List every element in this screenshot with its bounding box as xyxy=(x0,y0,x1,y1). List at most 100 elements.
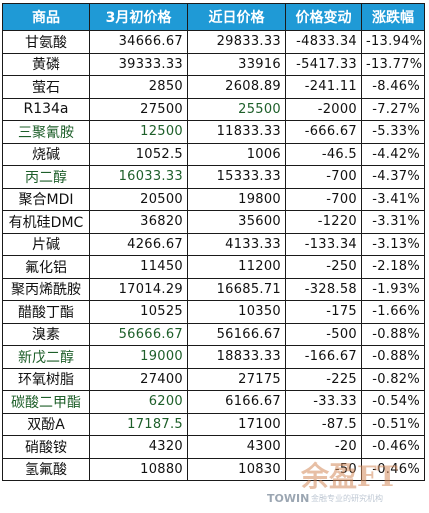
recent-price-cell: 29833.33 xyxy=(187,30,286,54)
commodity-name-cell: 聚丙烯酰胺 xyxy=(2,277,90,301)
price-change-cell: -1220 xyxy=(285,210,362,234)
price-change-cell: -700 xyxy=(285,165,362,189)
table-row: 烧碱 1052.5 1006 -46.5 -4.42% xyxy=(2,142,425,166)
commodity-name-cell: 环氧树脂 xyxy=(2,367,90,391)
change-pct-cell: -7.27% xyxy=(361,97,425,121)
commodity-name-cell: 聚合MDI xyxy=(2,187,90,211)
watermark-brand: TOWIN xyxy=(267,492,310,505)
price-change-cell: -20 xyxy=(285,435,362,459)
recent-price-cell: 6166.67 xyxy=(187,390,286,414)
price-change-cell: -5417.33 xyxy=(285,52,362,76)
recent-price-cell: 17100 xyxy=(187,412,286,436)
recent-price-cell: 25500 xyxy=(187,97,286,121)
start-price-cell: 4266.67 xyxy=(89,232,188,256)
change-pct-cell: -3.31% xyxy=(361,210,425,234)
change-pct-cell: -3.41% xyxy=(361,187,425,211)
start-price-cell: 36820 xyxy=(89,210,188,234)
price-change-cell: -175 xyxy=(285,300,362,324)
price-change-cell: -500 xyxy=(285,322,362,346)
commodity-name-cell: 甘氨酸 xyxy=(2,30,90,54)
start-price-cell: 39333.33 xyxy=(89,52,188,76)
commodity-name-cell: 醋酸丁酯 xyxy=(2,300,90,324)
recent-price-cell: 27175 xyxy=(187,367,286,391)
price-change-cell: -133.34 xyxy=(285,232,362,256)
commodity-name-cell: 碳酸二甲酯 xyxy=(2,390,90,414)
header-change-pct: 涨跌幅 xyxy=(361,3,425,31)
commodity-name-cell: 黄磷 xyxy=(2,52,90,76)
commodity-name-cell: 双酚A xyxy=(2,412,90,436)
table-header-row: 商品 3月初价格 近日价格 价格变动 涨跌幅 xyxy=(2,3,425,31)
price-change-cell: -700 xyxy=(285,187,362,211)
change-pct-cell: -0.51% xyxy=(361,412,425,436)
commodity-name-cell: 硝酸铵 xyxy=(2,435,90,459)
commodity-name-cell: 有机硅DMC xyxy=(2,210,90,234)
recent-price-cell: 15333.33 xyxy=(187,165,286,189)
change-pct-cell: -0.46% xyxy=(361,457,425,481)
commodity-name-cell: 氟化铝 xyxy=(2,255,90,279)
price-change-cell: -666.67 xyxy=(285,120,362,144)
price-change-cell: -328.58 xyxy=(285,277,362,301)
table-row: 片碱 4266.67 4133.33 -133.34 -3.13% xyxy=(2,232,425,256)
price-change-cell: -87.5 xyxy=(285,412,362,436)
table-row: 新戊二醇 19000 18833.33 -166.67 -0.88% xyxy=(2,345,425,369)
commodity-name-cell: 三聚氰胺 xyxy=(2,120,90,144)
start-price-cell: 10525 xyxy=(89,300,188,324)
table-row: 醋酸丁酯 10525 10350 -175 -1.66% xyxy=(2,300,425,324)
change-pct-cell: -3.13% xyxy=(361,232,425,256)
start-price-cell: 6200 xyxy=(89,390,188,414)
table-row: 碳酸二甲酯 6200 6166.67 -33.33 -0.54% xyxy=(2,390,425,414)
start-price-cell: 17187.5 xyxy=(89,412,188,436)
header-commodity: 商品 xyxy=(2,3,90,31)
commodity-name-cell: R134a xyxy=(2,97,90,121)
price-change-cell: -46.5 xyxy=(285,142,362,166)
commodity-name-cell: 新戊二醇 xyxy=(2,345,90,369)
recent-price-cell: 1006 xyxy=(187,142,286,166)
price-change-cell: -4833.34 xyxy=(285,30,362,54)
table-row: 甘氨酸 34666.67 29833.33 -4833.34 -13.94% xyxy=(2,30,425,54)
change-pct-cell: -8.46% xyxy=(361,75,425,99)
price-change-cell: -241.11 xyxy=(285,75,362,99)
start-price-cell: 2850 xyxy=(89,75,188,99)
commodity-name-cell: 烧碱 xyxy=(2,142,90,166)
price-change-cell: -250 xyxy=(285,255,362,279)
change-pct-cell: -13.94% xyxy=(361,30,425,54)
recent-price-cell: 2608.89 xyxy=(187,75,286,99)
recent-price-cell: 11833.33 xyxy=(187,120,286,144)
header-start-price: 3月初价格 xyxy=(89,3,188,31)
change-pct-cell: -0.46% xyxy=(361,435,425,459)
start-price-cell: 4320 xyxy=(89,435,188,459)
start-price-cell: 16033.33 xyxy=(89,165,188,189)
start-price-cell: 27500 xyxy=(89,97,188,121)
header-recent-price: 近日价格 xyxy=(187,3,286,31)
start-price-cell: 27400 xyxy=(89,367,188,391)
price-change-cell: -225 xyxy=(285,367,362,391)
change-pct-cell: -0.54% xyxy=(361,390,425,414)
commodity-name-cell: 丙二醇 xyxy=(2,165,90,189)
commodity-name-cell: 氢氟酸 xyxy=(2,457,90,481)
commodity-name-cell: 萤石 xyxy=(2,75,90,99)
price-change-cell: -33.33 xyxy=(285,390,362,414)
table-row: 硝酸铵 4320 4300 -20 -0.46% xyxy=(2,435,425,459)
table-row: 环氧树脂 27400 27175 -225 -0.82% xyxy=(2,367,425,391)
table-row: 聚合MDI 20500 19800 -700 -3.41% xyxy=(2,187,425,211)
recent-price-cell: 11200 xyxy=(187,255,286,279)
start-price-cell: 10880 xyxy=(89,457,188,481)
price-change-cell: -2000 xyxy=(285,97,362,121)
change-pct-cell: -4.37% xyxy=(361,165,425,189)
recent-price-cell: 4300 xyxy=(187,435,286,459)
recent-price-cell: 56166.67 xyxy=(187,322,286,346)
change-pct-cell: -1.93% xyxy=(361,277,425,301)
recent-price-cell: 35600 xyxy=(187,210,286,234)
table-row: R134a 27500 25500 -2000 -7.27% xyxy=(2,97,425,121)
recent-price-cell: 4133.33 xyxy=(187,232,286,256)
change-pct-cell: -0.88% xyxy=(361,345,425,369)
table-row: 氢氟酸 10880 10830 -50 -0.46% xyxy=(2,457,425,481)
price-table: 商品 3月初价格 近日价格 价格变动 涨跌幅 甘氨酸 34666.67 29833.… xyxy=(2,3,425,481)
table-row: 三聚氰胺 12500 11833.33 -666.67 -5.33% xyxy=(2,120,425,144)
start-price-cell: 11450 xyxy=(89,255,188,279)
change-pct-cell: -0.88% xyxy=(361,322,425,346)
commodity-name-cell: 片碱 xyxy=(2,232,90,256)
table-row: 丙二醇 16033.33 15333.33 -700 -4.37% xyxy=(2,165,425,189)
table-body: 甘氨酸 34666.67 29833.33 -4833.34 -13.94% 黄磷 3933… xyxy=(2,30,425,481)
start-price-cell: 12500 xyxy=(89,120,188,144)
